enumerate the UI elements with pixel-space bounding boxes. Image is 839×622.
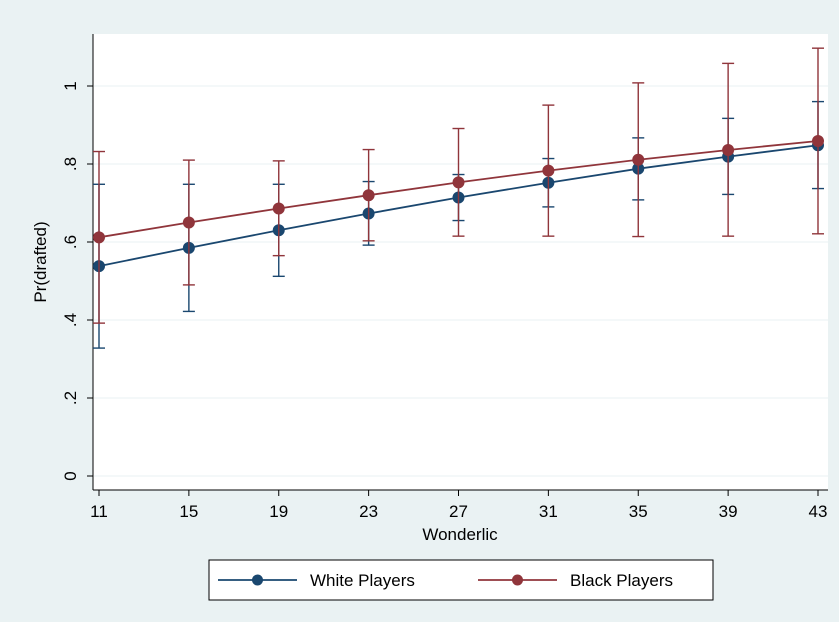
data-point — [812, 134, 824, 147]
y-tick-label: .6 — [61, 235, 80, 249]
axes — [92, 34, 828, 491]
x-tick-label: 39 — [719, 502, 738, 521]
data-point — [93, 231, 105, 244]
y-axis-title: Pr(drafted) — [31, 221, 50, 302]
x-axis-title: Wonderlic — [422, 525, 498, 544]
data-point — [632, 153, 645, 166]
x-tick-label: 23 — [359, 502, 378, 521]
x-tick-label: 31 — [539, 502, 558, 521]
y-tick-label: 1 — [61, 81, 80, 90]
x-tick-label: 43 — [809, 502, 828, 521]
legend: White Players Black Players — [208, 559, 714, 601]
legend-marker — [252, 574, 263, 586]
series-black-players — [93, 47, 824, 324]
y-tick-label: .2 — [61, 391, 80, 405]
legend-label: Black Players — [570, 571, 673, 590]
x-tick-label: 27 — [449, 502, 468, 521]
data-point — [452, 176, 465, 189]
data-point — [272, 202, 285, 215]
plot-area — [93, 34, 828, 490]
x-tick-label: 19 — [269, 502, 288, 521]
x-tick-label: 11 — [90, 502, 108, 521]
data-point — [722, 143, 735, 156]
x-tick-label: 15 — [179, 502, 198, 521]
data-point — [542, 164, 555, 177]
legend-label: White Players — [310, 571, 415, 590]
y-tick-label: .4 — [61, 313, 80, 327]
x-tick-label: 35 — [629, 502, 648, 521]
y-tick-label: .8 — [61, 157, 80, 171]
y-tick-label: 0 — [61, 471, 80, 480]
data-point — [362, 189, 375, 202]
data-point — [182, 216, 195, 229]
legend-marker — [512, 574, 523, 586]
data-series — [93, 47, 824, 349]
